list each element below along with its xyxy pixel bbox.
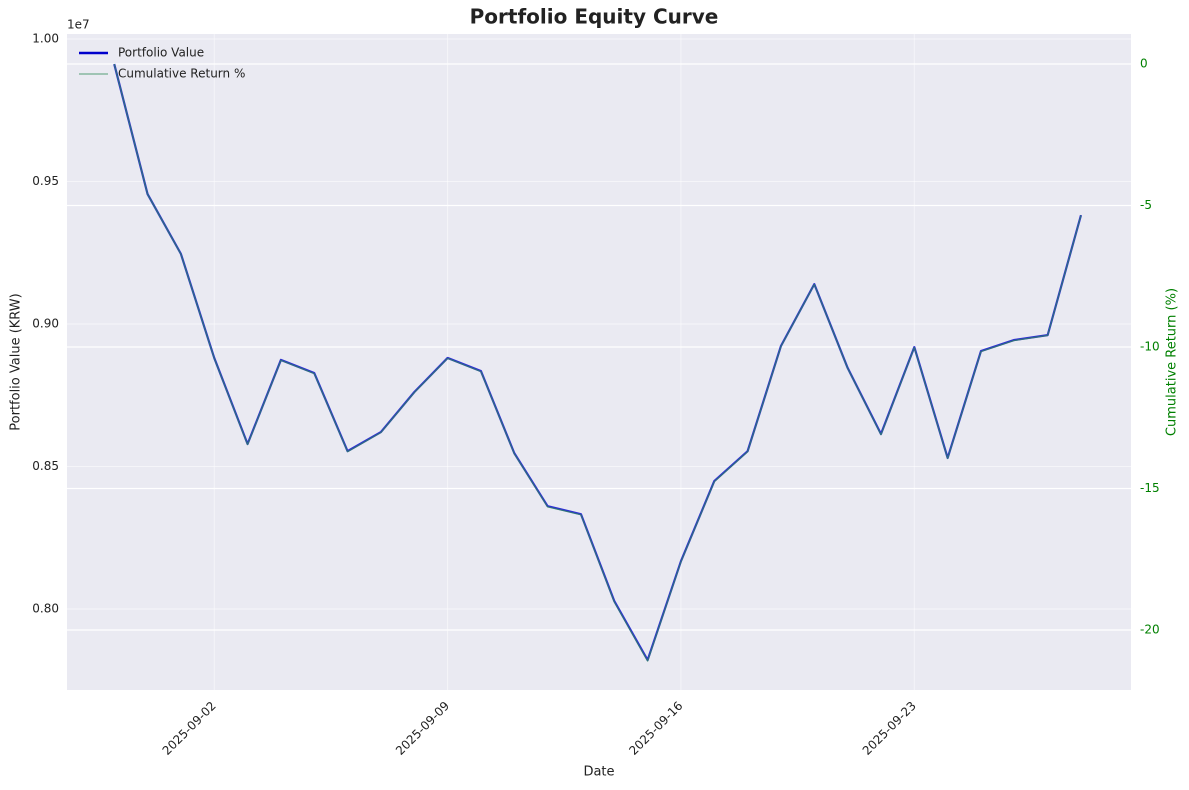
series-line: [113, 63, 1082, 662]
x-tick-label: 2025-09-09: [393, 699, 452, 758]
legend-label: Cumulative Return %: [118, 67, 245, 81]
plot-area: [67, 34, 1131, 690]
y2-tick-label: -20: [1140, 623, 1160, 637]
y-tick-label: 0.80: [32, 602, 59, 616]
y2-tick-label: -15: [1140, 481, 1160, 495]
chart-title: Portfolio Equity Curve: [470, 5, 719, 29]
x-tick-label: 2025-09-23: [860, 699, 919, 758]
legend-label: Portfolio Value: [118, 46, 204, 60]
y-tick-label: 0.85: [32, 459, 59, 473]
x-tick-label: 2025-09-16: [626, 699, 685, 758]
y2-axis-label: Cumulative Return (%): [1165, 288, 1180, 436]
y-axis-label: Portfolio Value (KRW): [9, 293, 24, 430]
y-tick-label: 1.00: [32, 31, 59, 45]
x-tick-label: 2025-09-02: [160, 699, 219, 758]
y-offset-label: 1e7: [67, 18, 90, 32]
y-tick-label: 0.95: [32, 174, 59, 188]
y2-tick-label: -10: [1140, 340, 1160, 354]
y2-tick-label: 0: [1140, 56, 1148, 70]
x-axis-label: Date: [583, 765, 614, 780]
y2-tick-label: -5: [1140, 198, 1152, 212]
y-tick-label: 0.90: [32, 317, 59, 331]
